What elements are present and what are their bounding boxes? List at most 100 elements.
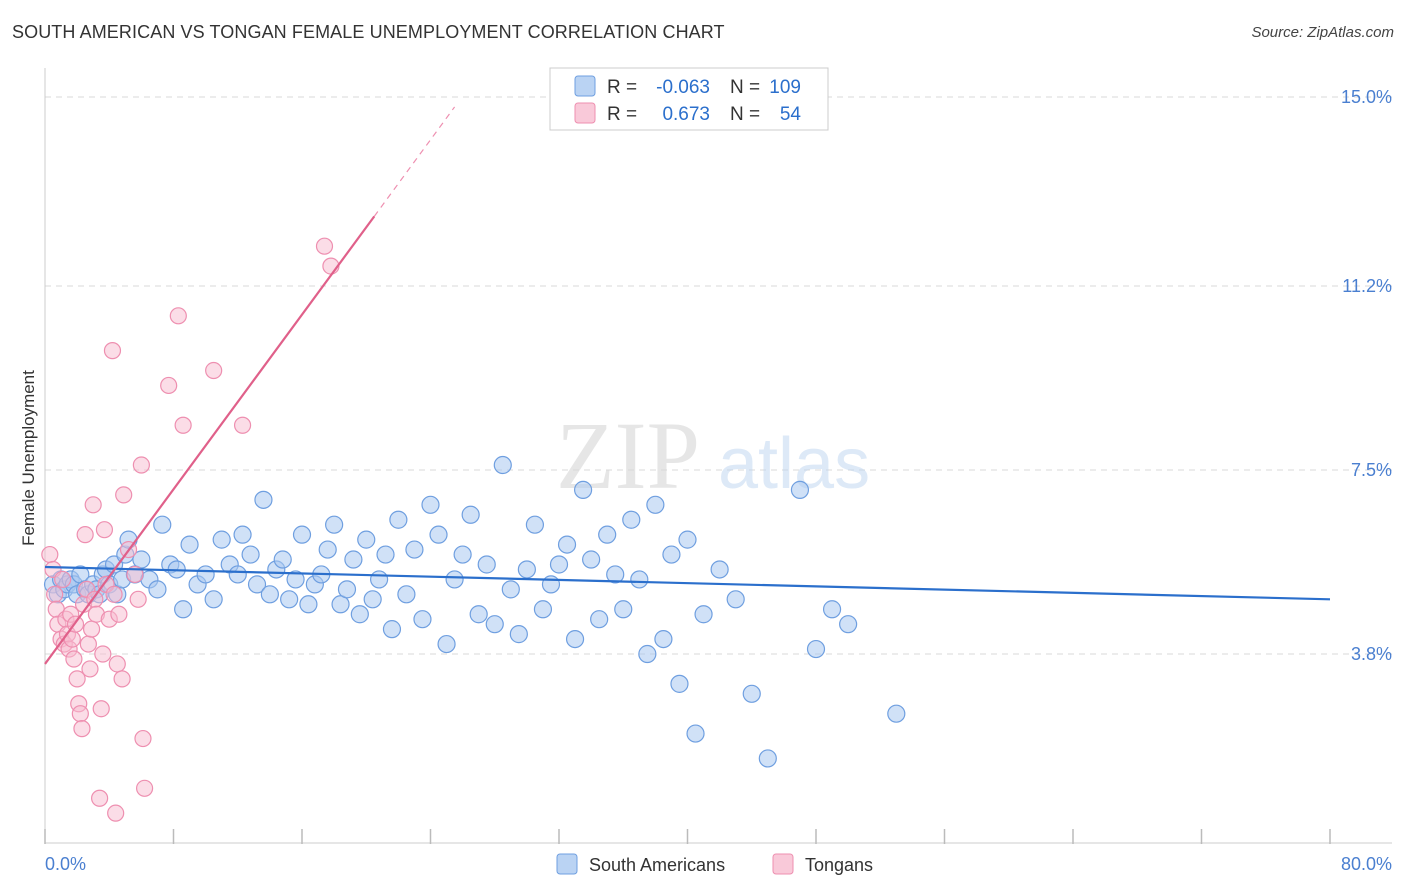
data-point-south-americans — [370, 570, 389, 589]
data-point-south-americans — [337, 580, 357, 599]
data-point-tongans — [169, 307, 187, 325]
data-point-tongans — [113, 670, 131, 688]
data-point-tongans — [76, 526, 94, 544]
data-point-south-americans — [405, 540, 424, 559]
data-point-tongans — [115, 486, 133, 504]
data-point-south-americans — [325, 515, 344, 534]
data-point-tongans — [82, 620, 101, 638]
data-point-tongans — [129, 590, 147, 608]
data-point-tongans — [92, 700, 110, 718]
data-point-south-americans — [260, 585, 279, 604]
data-point-south-americans — [694, 605, 713, 624]
data-point-south-americans — [686, 724, 705, 743]
legend-n-value: 109 — [769, 77, 801, 98]
data-point-south-americans — [654, 629, 673, 649]
axes — [44, 68, 1392, 844]
data-point-south-americans — [758, 749, 777, 768]
x-tick-labels: 0.0% 80.0% — [45, 854, 1392, 874]
data-point-south-americans — [606, 565, 625, 584]
data-point-south-americans — [241, 545, 260, 564]
data-point-tongans — [91, 789, 109, 807]
data-point-south-americans — [710, 560, 729, 579]
data-point-south-americans — [453, 545, 472, 564]
data-point-south-americans — [429, 525, 448, 544]
data-point-south-americans — [376, 545, 395, 564]
data-point-south-americans — [469, 605, 488, 624]
data-point-tongans — [107, 804, 125, 822]
legend-r-value: 0.673 — [662, 104, 710, 125]
data-point-south-americans — [549, 555, 569, 574]
data-point-south-americans — [638, 644, 657, 664]
data-point-south-americans — [344, 550, 363, 569]
data-point-tongans — [46, 585, 64, 603]
data-point-tongans — [65, 650, 83, 668]
data-point-south-americans — [670, 674, 689, 693]
data-point-south-americans — [573, 480, 593, 499]
trend-line-tongans-extension — [373, 106, 456, 217]
data-point-tongans — [174, 416, 192, 434]
legend-r-label: R = — [607, 77, 637, 98]
data-point-south-americans — [630, 570, 649, 589]
legend-swatch-blue — [574, 75, 596, 97]
gridlines — [45, 96, 1392, 655]
data-point-south-americans — [273, 550, 292, 569]
data-point-south-americans — [233, 525, 252, 544]
data-point-tongans — [94, 645, 112, 663]
data-point-south-americans — [445, 570, 464, 589]
data-point-south-americans — [517, 560, 536, 579]
data-point-tongans — [315, 237, 334, 255]
trend-line-south-americans — [44, 565, 1331, 601]
trend-line-tongans — [44, 215, 376, 665]
data-point-tongans — [103, 342, 122, 360]
data-point-south-americans — [212, 530, 231, 549]
y-tick-label: 7.5% — [1351, 460, 1392, 480]
data-point-tongans — [108, 655, 126, 673]
data-point-south-americans — [421, 495, 440, 514]
data-point-south-americans — [153, 515, 172, 534]
data-point-south-americans — [148, 580, 167, 599]
data-point-tongans — [54, 570, 72, 589]
data-point-south-americans — [397, 585, 416, 604]
y-axis-label: Female Unemployment — [19, 370, 38, 546]
data-point-south-americans — [180, 535, 199, 554]
data-point-south-americans — [247, 575, 267, 594]
data-point-south-americans — [204, 590, 223, 609]
legend-n-label: N = — [730, 77, 760, 98]
data-point-tongans — [84, 496, 102, 514]
data-point-south-americans — [174, 600, 193, 619]
data-point-south-americans — [790, 480, 810, 499]
data-point-tongans — [110, 605, 128, 623]
data-point-south-americans — [363, 590, 382, 609]
data-point-south-americans — [822, 600, 842, 619]
data-point-south-americans — [413, 610, 432, 629]
data-point-south-americans — [132, 550, 151, 569]
bottom-legend-swatch-blue — [556, 853, 578, 875]
data-point-south-americans — [598, 525, 617, 544]
data-point-south-americans — [646, 495, 665, 514]
data-point-tongans — [79, 635, 97, 653]
data-point-south-americans — [493, 455, 512, 475]
data-point-south-americans — [590, 610, 609, 629]
data-point-tongans — [132, 456, 150, 474]
data-point-tongans — [160, 376, 178, 395]
data-point-south-americans — [557, 535, 577, 554]
data-point-tongans — [41, 545, 59, 564]
data-point-tongans — [68, 670, 86, 688]
data-point-south-americans — [254, 490, 273, 509]
data-point-south-americans — [350, 605, 369, 624]
data-point-south-americans — [461, 505, 480, 524]
series-tongans — [41, 237, 340, 822]
y-tick-label: 3.8% — [1351, 644, 1392, 664]
bottom-legend: South Americans Tongans — [556, 853, 873, 875]
data-point-south-americans — [389, 510, 408, 529]
y-tick-labels: 3.8% 7.5% 11.2% 15.0% — [1341, 87, 1392, 664]
data-point-south-americans — [662, 545, 681, 564]
data-point-south-americans — [318, 540, 337, 559]
chart-title: SOUTH AMERICAN VS TONGAN FEMALE UNEMPLOY… — [12, 22, 725, 42]
data-point-south-americans — [678, 530, 697, 549]
data-point-south-americans — [533, 600, 553, 619]
data-point-south-americans — [525, 515, 545, 534]
data-point-south-americans — [582, 550, 601, 569]
data-point-south-americans — [299, 595, 318, 614]
